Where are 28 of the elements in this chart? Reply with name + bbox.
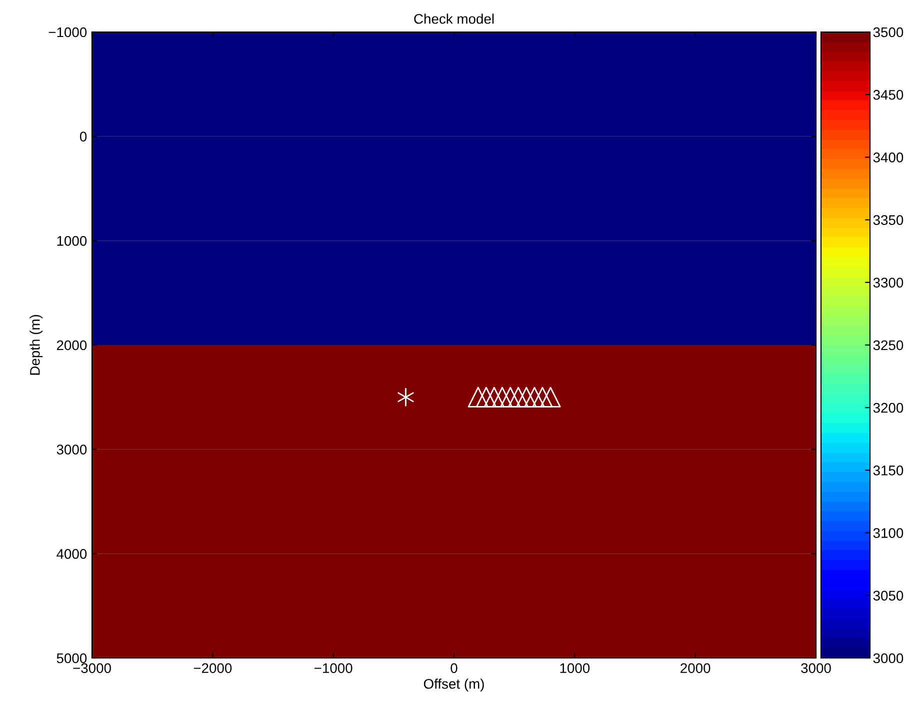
chart-title: Check model [414,14,494,24]
x-tick-label: −1000 [314,663,352,674]
x-tick-label: 2000 [680,663,710,674]
color-bar-label: 3050 [873,590,904,601]
y-tick-label: 0 [80,132,87,142]
color-bar-label: 3250 [873,340,904,350]
color-bar-label: 3200 [873,402,904,413]
color-bar-label: 3350 [873,215,904,225]
y-tick-label: −1000 [48,27,87,38]
x-tick-label: 3000 [801,663,831,674]
color-bar-label: 3400 [873,152,904,162]
y-tick-label: 2000 [56,340,87,350]
x-tick-label: 1000 [560,663,590,674]
y-axis-title: Depth (m) [30,314,43,375]
color-bar-label: 3000 [873,653,904,664]
x-axis-title: Offset (m) [424,678,484,692]
y-tick-label: 4000 [56,549,87,559]
x-tick-label: −3000 [73,663,111,674]
color-bar-label: 3150 [873,466,904,476]
color-bar-label: 3100 [873,528,904,538]
y-tick-label: 1000 [57,236,87,246]
color-bar-label: 3500 [873,27,904,38]
y-tick-label: 3000 [56,444,87,455]
x-tick-label: 0 [450,663,458,674]
color-bar-label: 3300 [873,278,904,288]
y-tick-label: 5000 [56,653,87,664]
color-bar-label: 3450 [873,90,904,100]
x-tick-label: −2000 [194,663,232,674]
